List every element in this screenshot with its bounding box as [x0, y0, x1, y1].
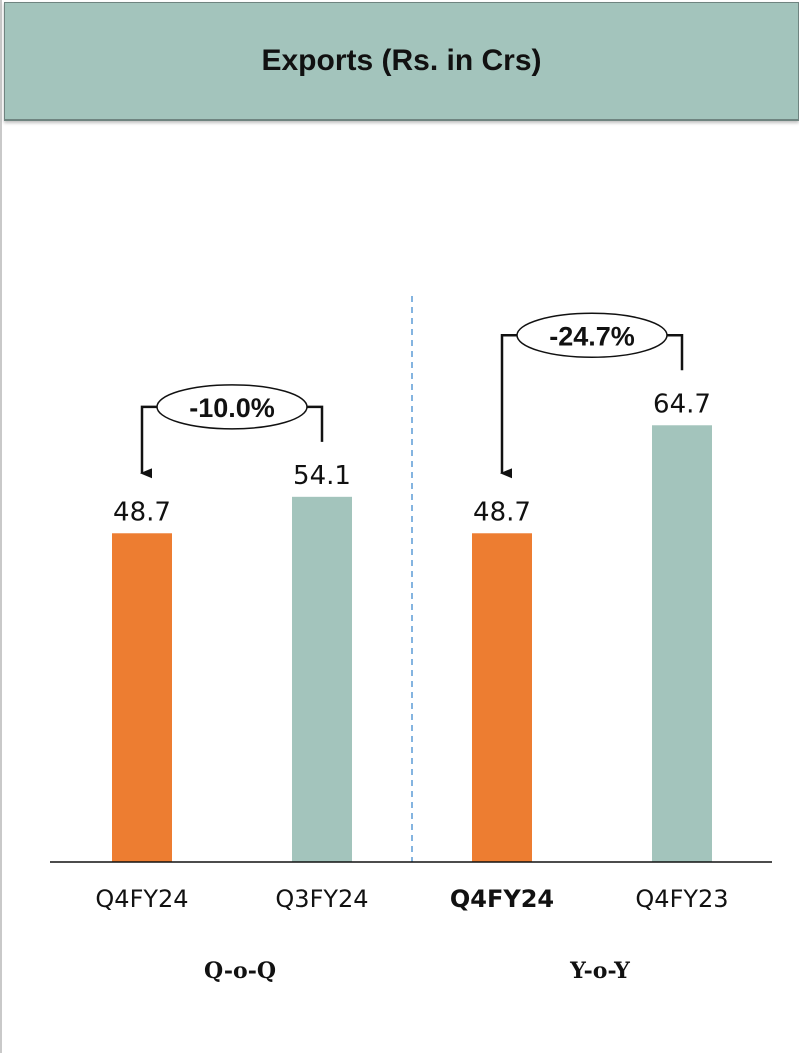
- change-bracket-right: [307, 405, 324, 442]
- change-label: -24.7%: [549, 321, 635, 351]
- bar-y-o-y-q4fy24: [472, 533, 532, 862]
- x-tick-label: Q3FY24: [275, 885, 368, 913]
- change-oval: [156, 384, 308, 430]
- change-oval: [516, 312, 668, 359]
- data-label: 48.7: [113, 497, 171, 527]
- change-bracket-right: [667, 334, 684, 371]
- group-label: Q-o-Q: [204, 958, 276, 984]
- bar-q-o-q-q3fy24: [292, 496, 352, 862]
- data-label: 48.7: [473, 497, 531, 527]
- x-tick-label: Q4FY23: [635, 885, 728, 913]
- group-label: Y-o-Y: [569, 958, 630, 984]
- bar-q-o-q-q4fy24: [112, 533, 172, 862]
- chart-title: Exports (Rs. in Crs): [261, 44, 542, 77]
- change-arrow: [140, 405, 157, 479]
- data-label: 64.7: [653, 389, 711, 419]
- change-arrow: [500, 334, 517, 479]
- chart-header: Exports (Rs. in Crs): [4, 2, 799, 121]
- x-tick-label: Q4FY24: [450, 885, 554, 913]
- data-label: 54.1: [293, 461, 351, 491]
- change-label: -10.0%: [189, 393, 275, 423]
- x-tick-label: Q4FY24: [95, 885, 188, 913]
- bar-y-o-y-q4fy23: [652, 425, 712, 862]
